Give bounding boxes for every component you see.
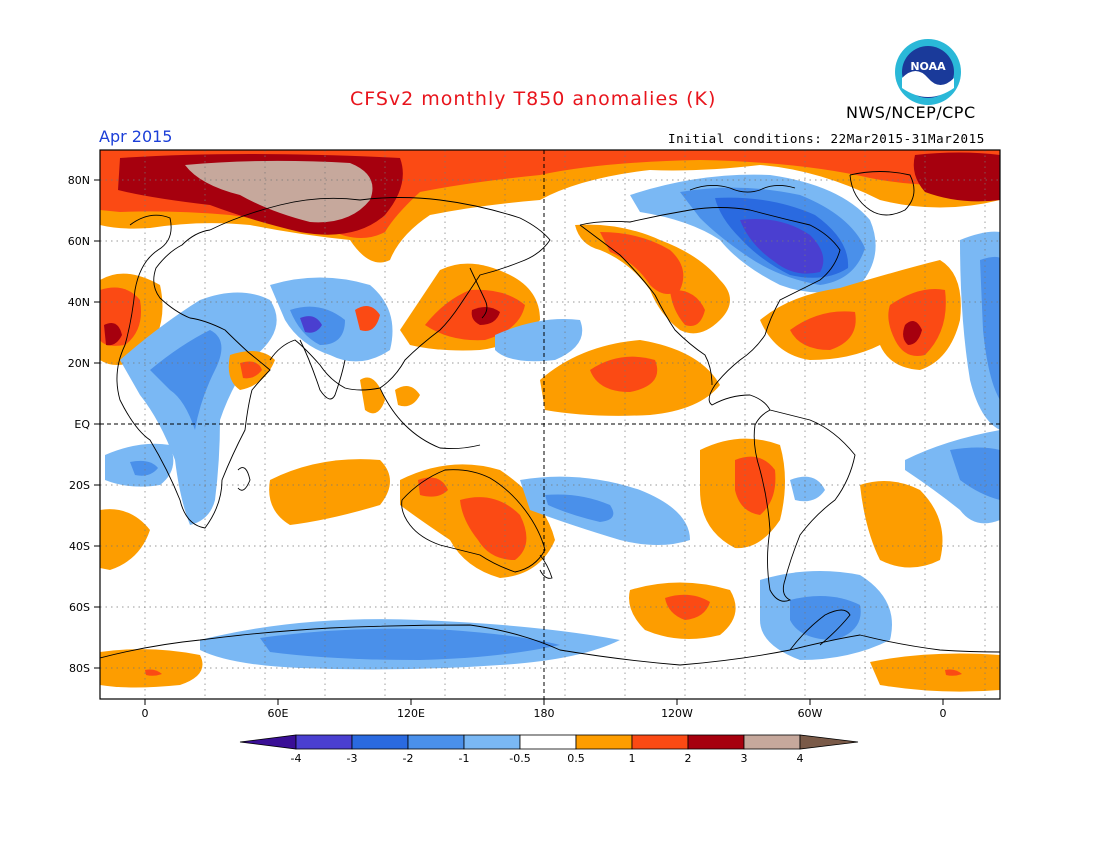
forecast-month: Apr 2015 [99,127,173,146]
colorbar-label: 2 [685,752,692,765]
colorbar-label: -0.5 [509,752,530,765]
moderate-warm-south-pacific-60s [665,594,710,620]
colorbar-label: -4 [291,752,302,765]
lat-lon-grid [100,150,1000,699]
lon-label-120e: 120E [397,707,425,720]
moderate-warm-iberia [888,289,946,356]
coast-south-america [753,409,856,602]
colorbar-label: -3 [347,752,358,765]
coast-arctic-islands [689,185,796,193]
coast-antarctica [100,624,1000,666]
colorbar-bin-9 [743,734,801,750]
coast-asia [209,197,551,391]
warm-tibet [355,306,380,331]
colorbar-bin-8 [687,734,745,750]
colorbar-bin-3 [407,734,465,750]
colorbar-bin-2 [351,734,409,750]
colorbar [239,734,859,750]
colorbar-bin-7 [631,734,689,750]
warm-indian-ocean [269,459,390,525]
moderate-warm-antarctic-east [945,669,962,676]
lat-label-40n: 40N [68,296,90,309]
noaa-logo-text: NOAA [910,60,946,73]
strong-warm-west-europe [104,322,122,346]
strong-warm-iberia [903,321,922,345]
very-cold-canada [740,219,824,274]
lat-label-80s: 80S [69,662,90,675]
moderate-cold-east-edge [980,256,1000,400]
moderate-cold-africa [150,330,222,430]
colorbar-label: 3 [741,752,748,765]
strong-warm-atlantic [913,152,1000,202]
coast-antarctic-peninsula [789,609,851,651]
coast-europe-africa [116,214,271,529]
moderate-cold-southern-ocean [260,628,560,660]
lon-label-0-east: 0 [940,707,947,720]
lat-label-20n: 20N [68,357,90,370]
colorbar-bin-6 [575,734,633,750]
warm-southwest-edge [100,509,150,570]
coast-greenland [849,171,915,216]
lat-label-80n: 80N [68,174,90,187]
lon-label-180: 180 [534,707,555,720]
coast-north-america [579,207,841,411]
moderate-warm-nw-australia [418,477,448,497]
colorbar-label: 0.5 [567,752,585,765]
colorbar-label: 4 [797,752,804,765]
lon-label-60e: 60E [268,707,289,720]
lon-label-60w: 60W [798,707,823,720]
moderate-warm-sw-us [670,289,705,326]
lat-label-20s: 20S [69,479,90,492]
very-cold-central-asia [300,316,322,333]
warm-antarctic-east [870,653,1000,692]
strong-warm-japan [471,306,500,325]
colorbar-bin-4 [463,734,521,750]
moderate-warm-antarctic-west [145,669,162,676]
colorbar-arrow-high [799,734,859,750]
warm-antarctic-west [100,649,203,688]
moderate-warm-arabia [240,361,262,379]
anomaly-shading [100,150,1000,692]
colorbar-arrow-low [239,734,297,750]
lon-label-120w: 120W [661,707,693,720]
moderate-cold-south-pacific [545,494,614,522]
axis-ticks [94,179,944,705]
lat-label-40s: 40S [69,540,90,553]
colorbar-label: 1 [629,752,636,765]
moderate-cold-east-atlantic [950,447,1000,500]
lat-label-60s: 60S [69,601,90,614]
agency-label: NWS/NCEP/CPC [846,103,976,122]
weak-cold-s-america [790,476,825,502]
warm-south-atlantic [860,481,943,568]
moderate-warm-australia [460,497,527,560]
coast-madagascar [237,467,251,491]
coast-india [299,339,346,400]
coast-australia [401,469,546,573]
weak-cold-nw-pacific [495,319,583,362]
lon-label-0: 0 [142,707,149,720]
initial-conditions: Initial conditions: 22Mar2015-31Mar2015 [668,131,985,146]
moderate-cold-south-atlantic [130,460,158,476]
colorbar-bin-1 [295,734,353,750]
lat-label-60n: 60N [68,235,90,248]
coast-new-zealand [539,554,553,579]
coast-japan [469,267,488,319]
noaa-logo-icon: NOAA [895,39,961,105]
lat-label-eq: EQ [74,418,90,431]
colorbar-label: -1 [459,752,470,765]
moderate-warm-n-atlantic [790,311,856,350]
coast-se-asia [379,387,481,450]
coastlines [100,171,1000,666]
moderate-warm-western-na [600,232,684,294]
moderate-warm-central-pacific [590,356,658,392]
colorbar-label: -2 [403,752,414,765]
warm-eq-west-pacific [395,386,420,407]
map-title: CFSv2 monthly T850 anomalies (K) [350,88,717,110]
colorbar-bin-5 [519,734,577,750]
coast-na-west [579,224,713,386]
warm-maritime-continent [360,377,385,414]
moderate-warm-se-pacific [735,456,776,515]
very-warm-siberia [185,160,373,223]
